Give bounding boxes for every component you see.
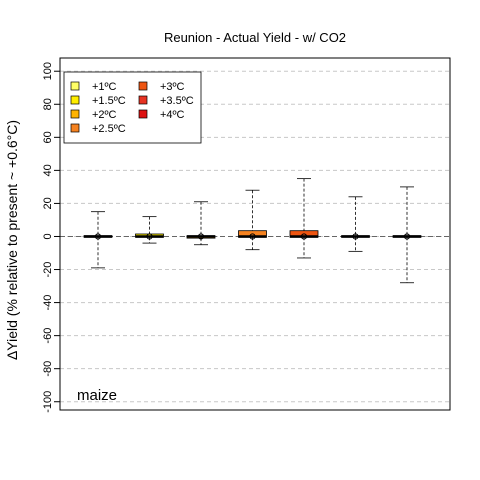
legend-swatch	[138, 95, 148, 105]
y-tick-label: 80	[42, 98, 54, 110]
legend-swatch	[70, 123, 80, 133]
y-axis-label: ΔYield (% relative to present ~ +0.6°C)	[4, 120, 20, 360]
y-axis: -100 -80 -60 -40 -20 0 20 40 60 80 100	[42, 62, 60, 413]
mean-point	[146, 233, 153, 240]
legend-swatch	[138, 81, 148, 91]
legend-swatch	[70, 95, 80, 105]
legend: +1ºC +1.5ºC +2ºC +2.5ºC +3ºC +3.5ºC +4ºC	[63, 71, 202, 144]
y-tick-label: -40	[42, 295, 54, 311]
y-tick-label: -60	[42, 328, 54, 344]
y-tick-label: 0	[42, 233, 54, 239]
boxplot	[392, 186, 422, 284]
legend-label: +2ºC	[92, 109, 117, 121]
mean-point	[94, 233, 102, 240]
mean-point	[300, 233, 308, 240]
boxplot	[289, 178, 319, 259]
boxplot	[238, 189, 267, 251]
boxplot	[135, 216, 164, 244]
mean-point	[352, 233, 359, 240]
y-tick-label: 100	[42, 62, 54, 80]
legend-box	[63, 71, 202, 144]
plot-frame	[59, 57, 451, 411]
mean-point	[197, 233, 205, 240]
y-tick-label: -100	[42, 391, 54, 413]
legend-label: +1ºC	[92, 81, 117, 93]
mean-point	[403, 233, 411, 240]
legend-label: +1.5ºC	[92, 95, 126, 107]
chart-title: Reunion - Actual Yield - w/ CO2	[164, 30, 346, 45]
boxplot	[341, 196, 370, 252]
legend-label: +2.5ºC	[92, 123, 126, 135]
legend-label: +3ºC	[160, 81, 185, 93]
y-tick-label: 60	[42, 131, 54, 143]
legend-label: +3.5ºC	[160, 95, 194, 107]
annotation-maize: maize	[77, 387, 117, 404]
y-tick-label: 20	[42, 197, 54, 209]
legend-swatch	[138, 109, 148, 119]
y-tick-label: -20	[42, 262, 54, 278]
boxplot	[83, 211, 113, 269]
y-tick-label: 40	[42, 164, 54, 176]
legend-swatch	[70, 109, 80, 119]
legend-label: +4ºC	[160, 109, 185, 121]
y-tick-label: -80	[42, 361, 54, 377]
legend-swatch	[70, 81, 80, 91]
boxplot	[186, 201, 216, 246]
mean-point	[249, 233, 256, 240]
boxplots	[83, 178, 422, 284]
